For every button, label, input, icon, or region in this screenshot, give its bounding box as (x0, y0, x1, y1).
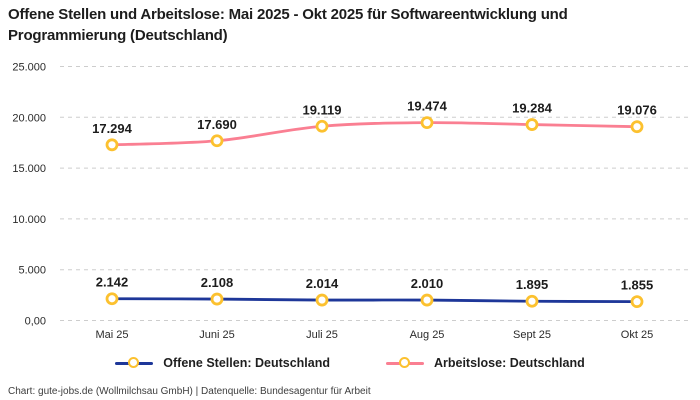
x-axis-tick-label: Okt 25 (621, 329, 653, 341)
data-point-marker (315, 119, 329, 133)
legend-label-arbeitslose: Arbeitslose: Deutschland (433, 356, 585, 370)
chart-legend: Offene Stellen: Deutschland Arbeitslose:… (0, 356, 700, 370)
line-chart-plot-area: 0,00 5.000 10.000 15.000 20.000 25.000 Mai 25 J… (12, 62, 688, 341)
data-point-label: 17.294 (92, 121, 133, 136)
x-axis-tick-label: Mai 25 (95, 329, 128, 341)
legend-line-marker-icon (115, 357, 154, 369)
data-point-marker (525, 294, 539, 308)
data-point-label: 19.474 (407, 99, 448, 114)
series-line (110, 297, 639, 304)
chart-title: Offene Stellen und Arbeitslose: Mai 2025… (8, 6, 568, 44)
data-point-label: 19.076 (617, 103, 657, 118)
data-point-marker (630, 295, 644, 309)
x-axis-tick-label: Aug 25 (410, 329, 445, 341)
y-axis-tick-label: 10.000 (12, 214, 46, 226)
series-line (110, 121, 639, 147)
y-axis-tick-label: 0,00 (25, 316, 46, 328)
data-point-label: 19.119 (302, 102, 341, 117)
data-point-marker (420, 116, 434, 130)
data-point-label: 1.895 (516, 277, 549, 292)
chart-source-footer: Chart: gute-jobs.de (Wollmilchsau GmbH) … (8, 386, 371, 397)
x-axis-tick-label: Sept 25 (513, 329, 551, 341)
y-axis-tick-label: 20.000 (12, 112, 46, 124)
data-point-marker (525, 118, 539, 131)
y-axis-tick-label: 15.000 (12, 163, 46, 175)
data-point-marker (210, 292, 224, 306)
x-axis-tick-label: Juli 25 (306, 329, 338, 341)
data-point-label: 19.284 (512, 101, 553, 116)
legend-line-marker-icon (385, 357, 424, 369)
data-point-marker (420, 293, 434, 307)
data-point-label: 17.690 (197, 117, 237, 132)
data-point-label: 2.142 (96, 275, 129, 290)
y-axis-tick-label: 5.000 (18, 265, 46, 277)
data-point-label: 2.108 (201, 275, 234, 290)
data-point-marker (315, 293, 329, 307)
y-axis-tick-label: 25.000 (12, 62, 46, 74)
x-axis-tick-label: Juni 25 (199, 329, 234, 341)
data-point-label: 2.014 (306, 276, 339, 291)
legend-item-offene-stellen[interactable]: Offene Stellen: Deutschland (115, 356, 330, 370)
data-point-marker (105, 138, 119, 152)
data-point-label: 1.855 (621, 278, 654, 293)
legend-label-offene-stellen: Offene Stellen: Deutschland (163, 356, 330, 370)
data-point-marker (105, 292, 119, 306)
legend-item-arbeitslose[interactable]: Arbeitslose: Deutschland (385, 356, 585, 370)
data-point-marker (630, 120, 644, 134)
data-point-label: 2.010 (411, 276, 444, 291)
data-point-marker (210, 134, 224, 148)
